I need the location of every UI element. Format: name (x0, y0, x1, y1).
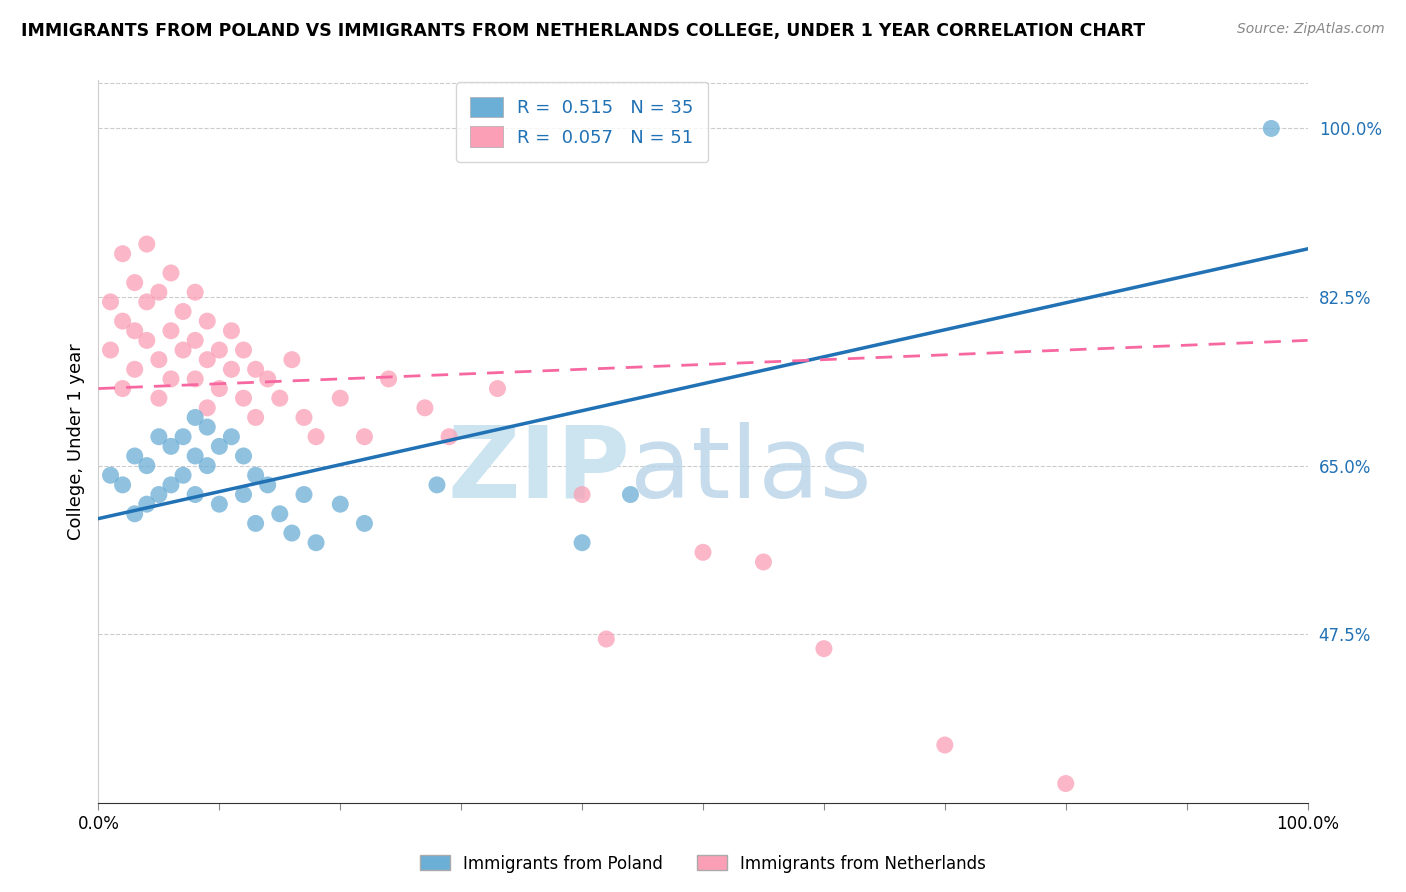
Point (1260, 121, 1282, 136)
Point (595, 632, 617, 646)
Point (100, 343, 122, 357)
Point (292, 410, 315, 425)
Point (184, 449, 207, 463)
Point (111, 246, 134, 260)
Point (148, 430, 170, 444)
Point (160, 439, 183, 453)
Y-axis label: College, Under 1 year: College, Under 1 year (66, 343, 84, 540)
Point (124, 449, 146, 463)
Point (195, 352, 218, 367)
Point (752, 555, 775, 569)
Text: ZIP: ZIP (447, 422, 630, 519)
Point (232, 449, 254, 463)
Point (195, 314, 218, 328)
Point (208, 497, 231, 511)
Point (353, 430, 375, 444)
Point (124, 362, 146, 376)
Point (305, 535, 328, 549)
Point (256, 372, 278, 386)
Point (1054, 776, 1077, 790)
Point (281, 352, 304, 367)
Point (160, 372, 183, 386)
Point (160, 478, 183, 492)
Point (292, 487, 315, 501)
Point (100, 468, 122, 483)
Point (232, 343, 254, 357)
Point (813, 641, 835, 656)
Text: Source: ZipAtlas.com: Source: ZipAtlas.com (1237, 22, 1385, 37)
Point (195, 401, 218, 415)
Point (184, 285, 207, 300)
Point (172, 468, 194, 483)
Point (426, 478, 449, 492)
Point (571, 487, 593, 501)
Point (221, 324, 243, 338)
Point (195, 458, 218, 473)
Legend: Immigrants from Poland, Immigrants from Netherlands: Immigrants from Poland, Immigrants from … (413, 848, 993, 880)
Point (135, 294, 157, 309)
Point (245, 410, 267, 425)
Point (148, 285, 170, 300)
Point (195, 420, 218, 434)
Point (172, 430, 194, 444)
Point (221, 362, 243, 376)
Point (353, 516, 375, 531)
Point (184, 334, 207, 348)
Point (245, 516, 267, 531)
Point (305, 430, 328, 444)
Point (184, 410, 207, 425)
Point (172, 304, 194, 318)
Text: atlas: atlas (630, 422, 872, 519)
Point (329, 497, 352, 511)
Point (135, 458, 157, 473)
Point (111, 382, 134, 396)
Point (232, 487, 254, 501)
Point (245, 468, 267, 483)
Point (329, 391, 352, 405)
Point (148, 352, 170, 367)
Point (208, 343, 231, 357)
Point (208, 382, 231, 396)
Point (256, 478, 278, 492)
Point (124, 276, 146, 290)
Point (160, 324, 183, 338)
Point (208, 439, 231, 453)
Point (221, 430, 243, 444)
Point (413, 401, 436, 415)
Point (619, 487, 641, 501)
Text: IMMIGRANTS FROM POLAND VS IMMIGRANTS FROM NETHERLANDS COLLEGE, UNDER 1 YEAR CORR: IMMIGRANTS FROM POLAND VS IMMIGRANTS FRO… (21, 22, 1146, 40)
Point (124, 507, 146, 521)
Legend: R =  0.515   N = 35, R =  0.057   N = 51: R = 0.515 N = 35, R = 0.057 N = 51 (456, 82, 709, 161)
Point (111, 314, 134, 328)
Point (184, 372, 207, 386)
Point (269, 507, 291, 521)
Point (377, 372, 399, 386)
Point (934, 738, 956, 752)
Point (571, 535, 593, 549)
Point (184, 487, 207, 501)
Point (232, 391, 254, 405)
Point (135, 237, 157, 252)
Point (148, 487, 170, 501)
Point (172, 343, 194, 357)
Point (111, 478, 134, 492)
Point (245, 362, 267, 376)
Point (269, 391, 291, 405)
Point (281, 526, 304, 541)
Point (135, 497, 157, 511)
Point (100, 294, 122, 309)
Point (160, 266, 183, 280)
Point (437, 430, 460, 444)
Point (124, 324, 146, 338)
Point (135, 334, 157, 348)
Point (148, 391, 170, 405)
Point (486, 382, 509, 396)
Point (692, 545, 714, 559)
